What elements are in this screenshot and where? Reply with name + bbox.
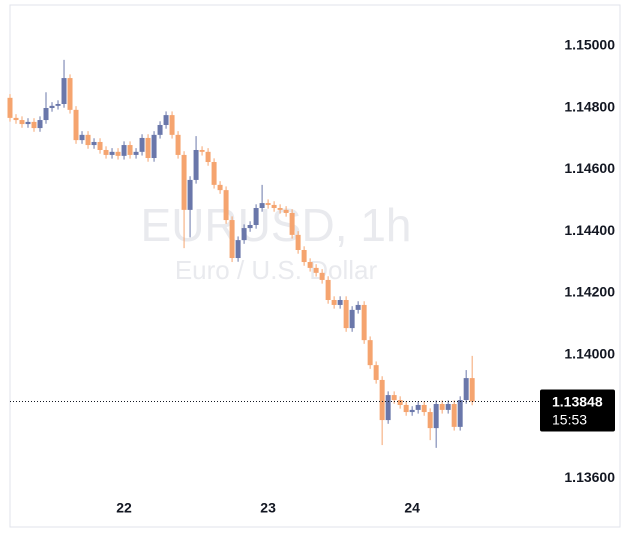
candle-body [415, 404, 421, 410]
candle-body [217, 184, 223, 191]
candle-body [331, 300, 337, 305]
candle-body [313, 267, 319, 273]
candle-body [49, 105, 55, 109]
candle-body [289, 212, 295, 235]
candle-body [169, 115, 175, 135]
candle-body [193, 149, 199, 180]
candle-body [7, 97, 13, 118]
candle-body [433, 404, 439, 429]
candle-body [271, 204, 277, 209]
y-tick-label: 1.13600 [564, 469, 615, 485]
candle-body [451, 404, 457, 427]
candle-body [397, 400, 403, 405]
last-price-label: 1.13848 [552, 393, 603, 409]
candle-body [85, 134, 91, 146]
candle-body [301, 250, 307, 263]
candle-body [295, 234, 301, 250]
candle-body [409, 409, 415, 413]
candle-body [385, 395, 391, 421]
candle-body [403, 404, 409, 413]
candle-body [439, 404, 445, 410]
candle-body [367, 340, 373, 366]
candle-body [355, 304, 361, 310]
candle-body [205, 151, 211, 163]
candle-body [67, 78, 73, 110]
candle-body [181, 154, 187, 210]
candle-body [199, 149, 205, 152]
y-tick-label: 1.14600 [564, 160, 615, 176]
candle-body [127, 145, 133, 155]
candle-body [151, 134, 157, 159]
candle-body [427, 412, 433, 429]
candle-body [253, 208, 259, 225]
candle-body [55, 103, 61, 106]
candle-body [463, 378, 469, 401]
candle-body [391, 395, 397, 401]
candle-body [307, 262, 313, 268]
candle-body [247, 224, 253, 229]
last-price-box [540, 389, 615, 432]
candle-body [121, 145, 127, 156]
x-tick-label: 23 [260, 500, 276, 516]
candle-body [163, 115, 169, 125]
candle-body [241, 228, 247, 241]
watermark-description: Euro / U.S. Dollar [175, 255, 378, 285]
candle-body [259, 203, 265, 209]
candle-body [91, 141, 97, 146]
candle-body [157, 124, 163, 135]
candle-body [97, 141, 103, 150]
candle-body [349, 309, 355, 329]
candle-body [139, 137, 145, 152]
candle-body [373, 365, 379, 380]
candle-body [277, 208, 283, 210]
candle-body [223, 190, 229, 221]
y-tick-label: 1.14000 [564, 345, 615, 361]
candle-body [457, 400, 463, 427]
candle-body [283, 209, 289, 213]
candle-body [421, 404, 427, 413]
y-tick-label: 1.14400 [564, 222, 615, 238]
chart-frame [9, 4, 621, 528]
candle-body [109, 151, 115, 155]
candle-body [79, 134, 85, 141]
candle-body [31, 121, 37, 129]
candle-body [319, 272, 325, 280]
candle-body [25, 121, 31, 125]
candle-body [13, 117, 19, 121]
x-tick-label: 24 [404, 500, 420, 516]
candle-body [103, 149, 109, 155]
candle-body [445, 404, 451, 410]
candle-body [235, 240, 241, 259]
candle-body [43, 108, 49, 121]
y-tick-label: 1.15000 [564, 37, 615, 53]
candle-body [229, 220, 235, 259]
candle-body [37, 120, 43, 129]
y-tick-label: 1.14200 [564, 284, 615, 300]
candle-body [211, 162, 217, 185]
candle-body [19, 120, 25, 125]
candle-body [361, 304, 367, 341]
candle-body [325, 279, 331, 301]
y-tick-label: 1.14800 [564, 98, 615, 114]
countdown-label: 15:53 [552, 411, 587, 427]
candle-body [133, 151, 139, 155]
x-tick-label: 22 [116, 500, 132, 516]
candle-body [175, 134, 181, 155]
candle-body [145, 137, 151, 159]
candle-body [73, 109, 79, 141]
candle-body [265, 203, 271, 205]
candle-body [61, 78, 67, 104]
candle-body [379, 379, 385, 421]
candle-body [115, 151, 121, 156]
candle-body [337, 300, 343, 305]
candle-body [469, 378, 475, 402]
candle-body [187, 179, 193, 210]
candle-body [343, 300, 349, 329]
